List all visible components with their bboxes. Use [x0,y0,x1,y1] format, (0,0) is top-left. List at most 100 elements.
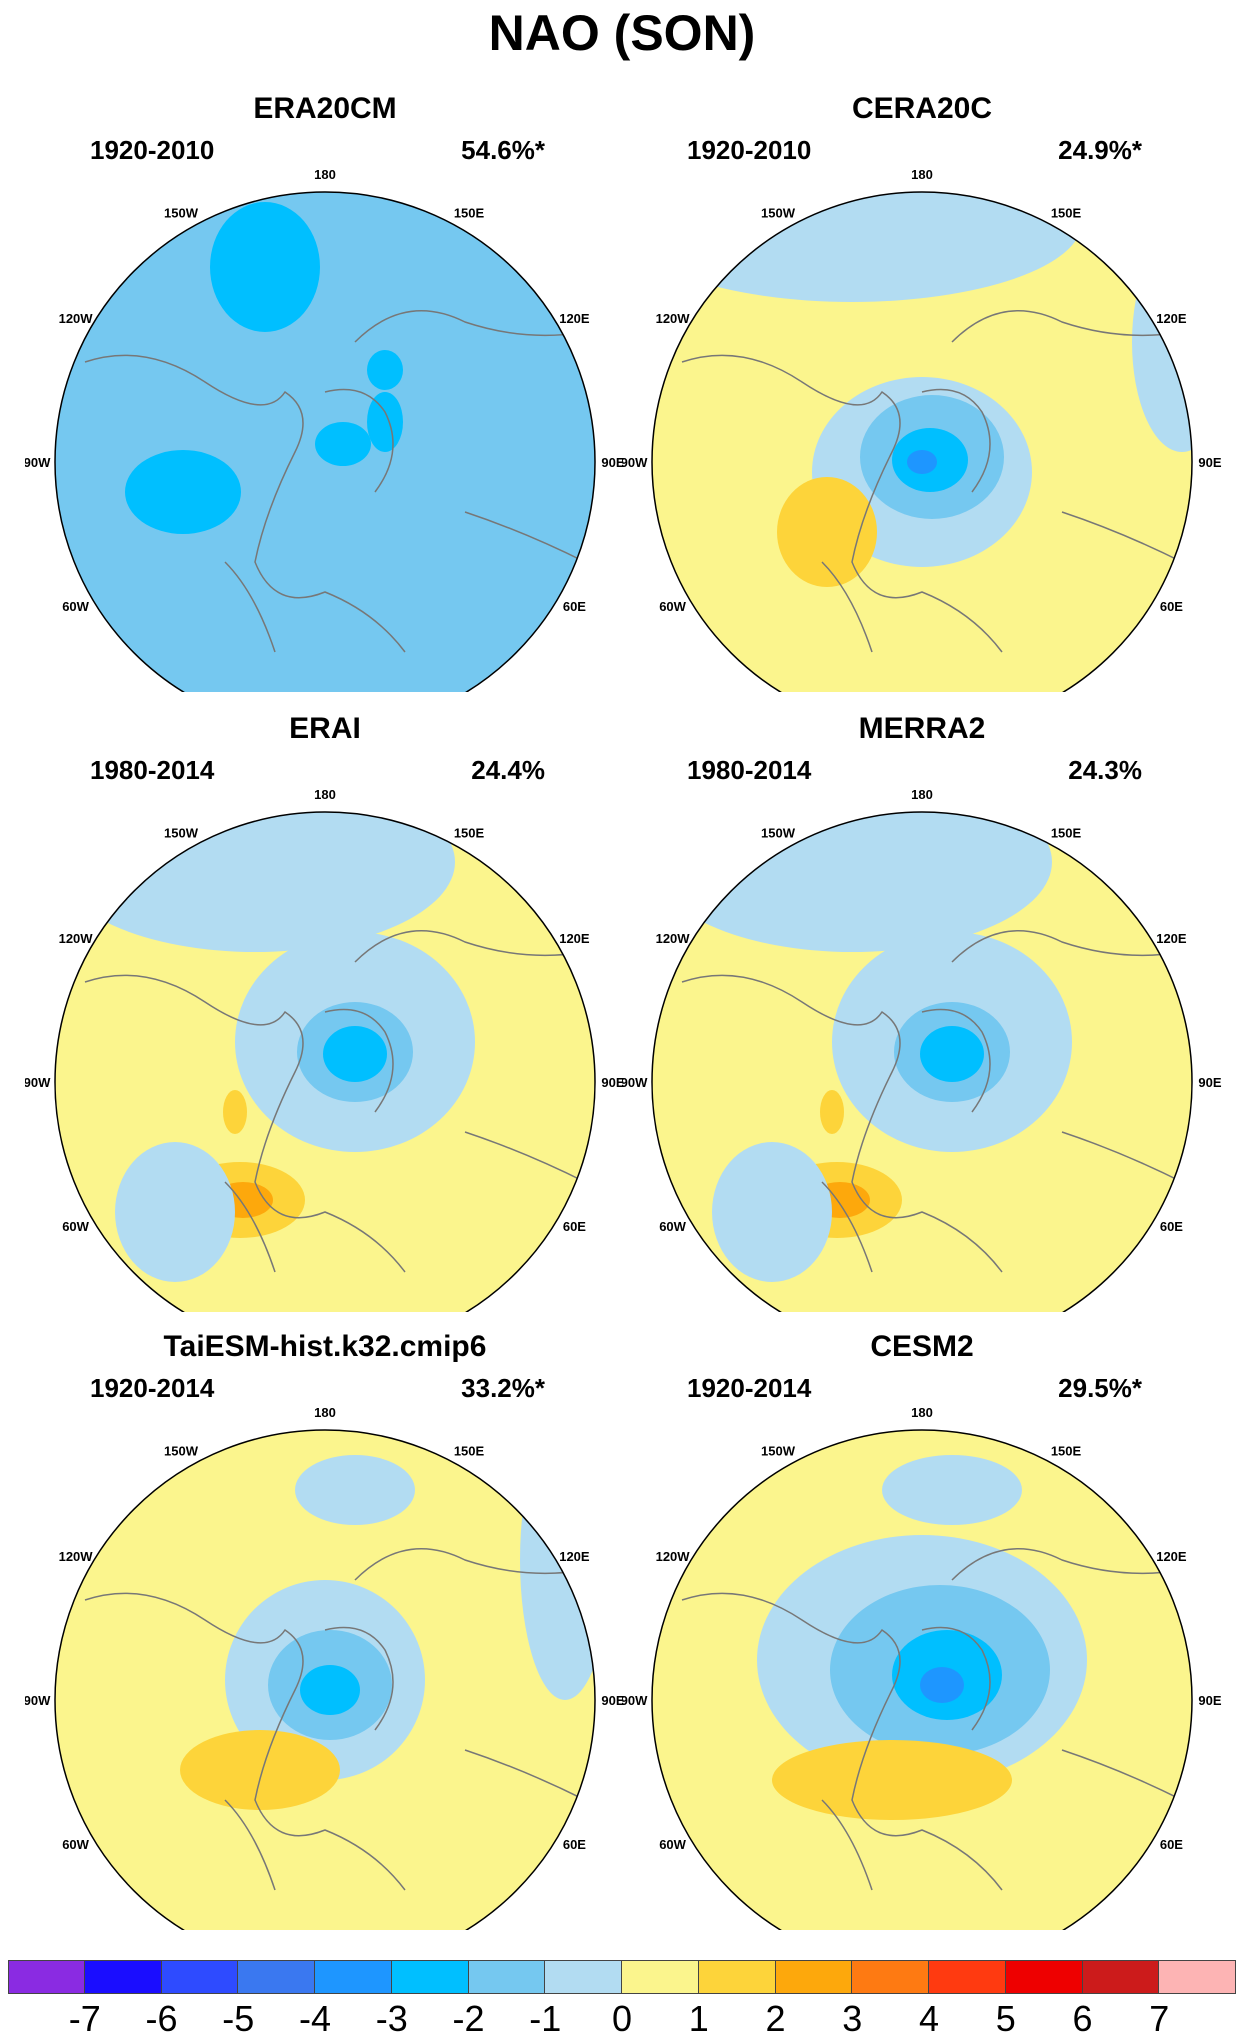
colorbar-segment [545,1960,622,1994]
anomaly-region [300,1665,360,1715]
longitude-label: 120E [559,311,590,326]
map-border [54,191,596,692]
longitude-label: 60E [563,599,586,614]
map-border [651,811,1193,1312]
longitude-label: 120E [1156,311,1187,326]
panel-period: 1920-2014 [90,1373,215,1403]
longitude-label: 180 [911,787,933,802]
coastline [681,1548,1183,1891]
map-background [55,192,595,692]
colorbar-segment [775,1960,853,1994]
anomaly-region [367,392,403,452]
longitude-label: 60W [659,1219,686,1234]
longitude-label: 120W [59,311,94,326]
longitude-label: 90W [25,1075,51,1090]
main-title: NAO (SON) [488,5,756,61]
anomaly-region [652,192,1082,302]
panel-variance: 33.2%* [461,1373,545,1403]
longitude-label: 180 [314,787,336,802]
anomaly-region [180,1730,340,1810]
longitude-label: 90W [25,1693,51,1708]
colorbar-segment [391,1960,469,1994]
polar-map: 180150E120E90E60E30E030W60W90W120W150W [622,787,1222,1312]
anomaly-region [323,1026,387,1082]
panel-period: 1980-2014 [90,755,215,785]
longitude-label: 60W [62,1219,89,1234]
colorbar-segment [238,1960,315,1994]
anomaly-region [712,1142,832,1282]
colorbar-tick-label: -5 [222,1998,255,2039]
polar-map: 180150E120E90E60E30E030W60W90W120W150W [25,787,625,1312]
longitude-label: 150W [164,826,199,841]
coastline [681,930,1183,1273]
anomaly-region [777,477,877,587]
longitude-label: 150E [1051,1444,1082,1459]
colorbar-tick-label: -2 [452,1998,485,2039]
panel-period: 1980-2014 [687,755,812,785]
panel-variance: 24.3% [1068,755,1142,785]
longitude-label: 150W [761,1444,796,1459]
colorbar-segment [929,1960,1006,1994]
anomaly-region [210,202,320,332]
panel-variance: 24.4% [471,755,545,785]
longitude-label: 150E [1051,206,1082,221]
longitude-label: 180 [911,167,933,182]
anomaly-region [882,1455,1022,1525]
colorbar-segment [8,1960,85,1994]
colorbar-tick-label: 3 [842,1998,863,2039]
colorbar-segment [1082,1960,1160,1994]
colorbar-tick-label: -6 [145,1998,178,2039]
polar-map: 180150E120E90E60E30E030W60W90W120W150W [25,167,625,692]
longitude-label: 60W [659,1837,686,1852]
longitude-label: 120E [1156,931,1187,946]
colorbar-segment [84,1960,162,1994]
colorbar-tick-label: -4 [298,1998,331,2039]
colorbar-tick-label: -7 [68,1998,101,2039]
colorbar-tick-label: 4 [918,1998,940,2039]
panel-title: CESM2 [870,1330,974,1363]
map-panel-erai: 180150E120E90E60E30E030W60W90W120W150W E… [25,712,625,1312]
longitude-label: 180 [314,1405,336,1420]
colorbar-tick-label: 1 [688,1998,709,2039]
longitude-label: 150E [454,206,485,221]
map-border [54,1429,596,1930]
anomaly-region [223,1090,247,1134]
colorbar-segment [161,1960,239,1994]
colorbar-segment [698,1960,776,1994]
panel-period: 1920-2010 [687,135,812,165]
longitude-label: 90W [25,455,51,470]
anomaly-region [315,422,371,466]
map-border [651,191,1193,692]
longitude-label: 90E [601,1693,624,1708]
longitude-label: 120W [656,1549,691,1564]
longitude-label: 90E [601,455,624,470]
longitude-label: 60W [659,599,686,614]
map-border [54,811,596,1312]
anomaly-region [652,812,1052,952]
panel-title: ERA20CM [253,92,397,125]
longitude-label: 150W [164,206,199,221]
panel-title: CERA20C [851,92,993,125]
colorbar-tick-label: 7 [1149,1998,1170,2039]
longitude-label: 60E [1160,1219,1183,1234]
longitude-label: 60E [1160,599,1183,614]
colorbar: -7 -6 -5 -4 -3 -2 -1 0 1 2 3 4 5 6 7 [8,1960,1236,2042]
map-panel-era20cm: 180150E120E90E60E30E030W60W90W120W150W E… [25,92,625,692]
map-panel-merra2: 180150E120E90E60E30E030W60W90W120W150W M… [622,712,1222,1312]
colorbar-segment [468,1960,546,1994]
longitude-label: 180 [314,167,336,182]
longitude-label: 60E [563,1219,586,1234]
colorbar-tick-label: 0 [611,1998,633,2039]
polar-map: 180150E120E90E60E30E030W60W90W120W150W [622,1405,1222,1930]
map-panel-cesm2: 180150E120E90E60E30E030W60W90W120W150W C… [622,1330,1222,1930]
longitude-label: 60E [1160,1837,1183,1852]
longitude-label: 120E [559,1549,590,1564]
longitude-label: 150E [454,826,485,841]
colorbar-tick-label: -1 [529,1998,562,2039]
anomaly-region [907,450,937,474]
anomaly-region [55,812,455,952]
longitude-label: 120E [1156,1549,1187,1564]
longitude-label: 60E [563,1837,586,1852]
anomaly-region [920,1667,964,1703]
panel-title: TaiESM-hist.k32.cmip6 [163,1330,487,1363]
